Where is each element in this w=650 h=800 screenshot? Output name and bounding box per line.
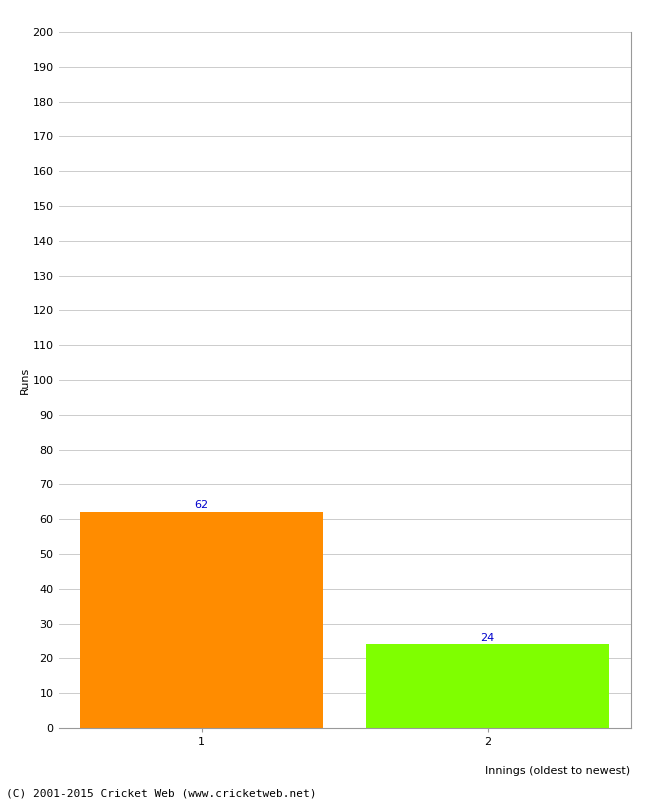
Text: (C) 2001-2015 Cricket Web (www.cricketweb.net): (C) 2001-2015 Cricket Web (www.cricketwe…: [6, 789, 317, 798]
Bar: [366, 645, 609, 728]
Text: 24: 24: [480, 633, 495, 642]
Y-axis label: Runs: Runs: [20, 366, 30, 394]
Text: Innings (oldest to newest): Innings (oldest to newest): [486, 766, 630, 776]
Bar: [80, 512, 323, 728]
Text: 62: 62: [194, 501, 209, 510]
